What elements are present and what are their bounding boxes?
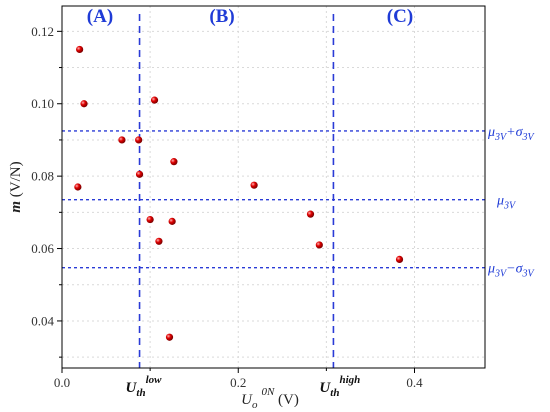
data-point-0 (76, 45, 84, 54)
reference-label-h-1: μ3V (496, 194, 517, 212)
threshold-label-1: Uthhigh (319, 374, 360, 399)
region-label-a: (A) (87, 6, 113, 27)
data-point-11 (165, 333, 174, 341)
y-axis-label: m (V/N) (8, 161, 24, 212)
y-tick-label: 0.10 (31, 96, 54, 111)
y-tick-label: 0.08 (31, 169, 54, 184)
data-point-13 (306, 210, 315, 218)
data-point-9 (168, 217, 176, 225)
data-point-10 (170, 158, 178, 166)
reference-label-h-2: μ3V−σ3V (487, 262, 536, 280)
data-point-12 (250, 181, 258, 189)
region-label-b: (B) (209, 6, 234, 27)
data-point-3 (118, 136, 126, 144)
x-tick-label: 0.4 (406, 375, 423, 390)
y-tick-label: 0.12 (31, 24, 54, 39)
data-point-1 (80, 100, 88, 108)
data-points (74, 45, 404, 341)
axes (61, 5, 486, 369)
data-point-2 (74, 183, 82, 191)
data-point-6 (150, 96, 159, 104)
threshold-label-0: Uthlow (126, 374, 163, 399)
y-tick-label: 0.06 (31, 241, 54, 256)
data-point-8 (155, 237, 163, 245)
data-point-5 (135, 170, 144, 178)
data-point-15 (395, 255, 404, 263)
data-point-4 (135, 136, 143, 144)
x-tick-label: 0.2 (230, 375, 246, 390)
plot-frame (61, 5, 486, 369)
x-axis-label: Uo0N (V) (241, 386, 299, 411)
y-tick-label: 0.04 (31, 313, 54, 328)
data-point-7 (146, 215, 154, 224)
region-label-c: (C) (387, 6, 413, 27)
data-point-14 (315, 241, 323, 249)
labels: (A) (B) (C) μ3V+σ3V μ3V μ3V−σ3V Uthlow Uthhi… (8, 6, 536, 411)
reference-lines (62, 14, 485, 368)
ticks: 0.0 0.2 0.4 0.04 0.06 0.08 0.10 0.12 (31, 24, 423, 390)
x-tick-label: 0.0 (54, 375, 70, 390)
reference-label-h-0: μ3V+σ3V (487, 125, 536, 143)
grid (62, 6, 485, 368)
